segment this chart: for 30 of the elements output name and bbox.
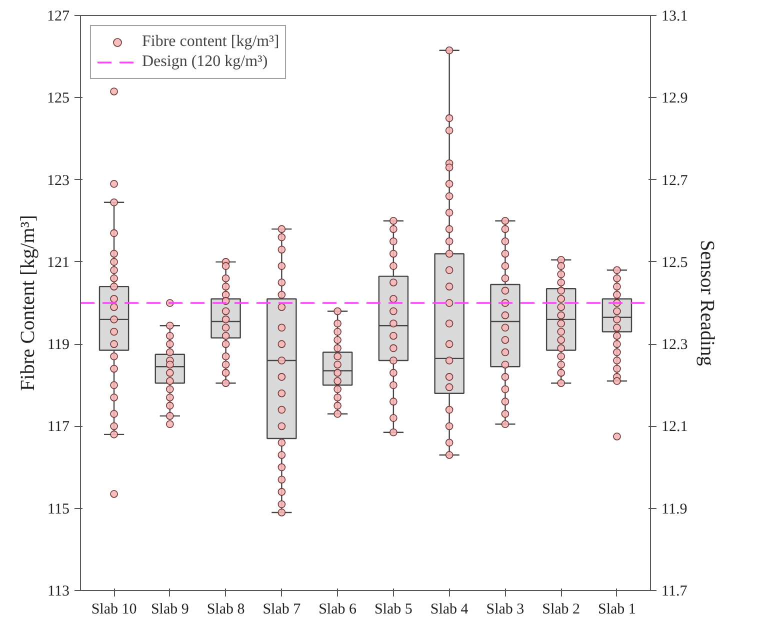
y2-tick-label: 12.9 xyxy=(662,90,688,107)
y2-axis-title: Sensor Reading xyxy=(696,240,718,366)
x-tick-label: Slab 3 xyxy=(486,602,524,618)
x-tick-label: Slab 4 xyxy=(430,602,469,618)
y2-tick-label: 13.1 xyxy=(662,8,688,24)
y-tick-label: 127 xyxy=(47,8,70,24)
y2-tick-label: 11.7 xyxy=(662,584,688,600)
y2-tick-label: 12.7 xyxy=(662,172,688,189)
y-tick-label: 125 xyxy=(47,90,70,107)
x-tick-label: Slab 5 xyxy=(374,602,412,618)
y-tick-label: 119 xyxy=(48,337,70,354)
y-tick-label: 123 xyxy=(47,172,70,189)
y-tick-label: 113 xyxy=(48,584,70,600)
x-tick-label: Slab 1 xyxy=(598,602,636,618)
x-tick-label: Slab 10 xyxy=(91,602,137,618)
x-tick-label: Slab 8 xyxy=(206,602,245,618)
x-tick-label: Slab 2 xyxy=(542,602,580,618)
y-tick-label: 117 xyxy=(48,419,70,436)
y2-tick-label: 11.9 xyxy=(662,501,688,518)
y2-tick-label: 12.1 xyxy=(662,419,688,436)
legend-label: Design (120 kg/m³) xyxy=(142,53,268,71)
y-tick-label: 115 xyxy=(48,501,70,518)
y2-tick-label: 12.5 xyxy=(662,254,688,271)
y2-tick-label: 12.3 xyxy=(662,337,688,354)
y-tick-label: 121 xyxy=(47,254,70,271)
legend-label: Fibre content [kg/m³] xyxy=(142,33,280,51)
x-tick-label: Slab 9 xyxy=(150,602,189,618)
x-tick-label: Slab 6 xyxy=(318,602,358,618)
x-tick-label: Slab 7 xyxy=(262,602,302,618)
y-axis-title: Fibre Content [kg/m³] xyxy=(17,215,39,391)
